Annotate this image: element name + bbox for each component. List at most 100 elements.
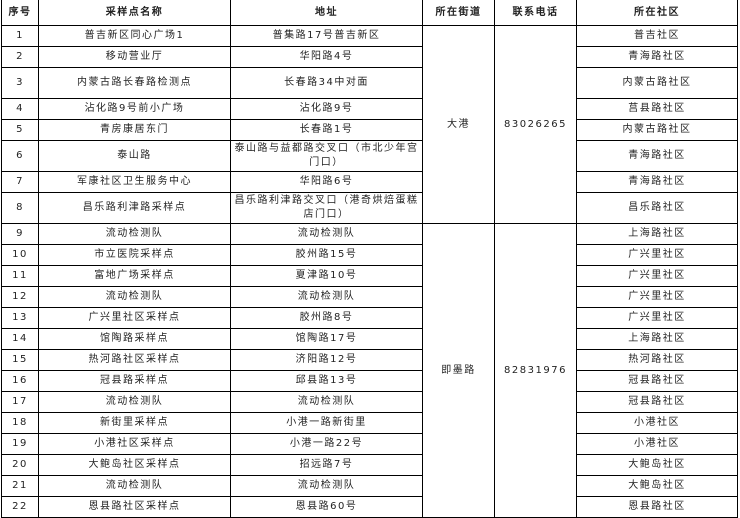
cell-no: 2 [1,46,39,68]
cell-site-name: 青房康居东门 [38,119,231,141]
cell-no: 18 [1,412,39,434]
cell-community: 上海路社区 [576,328,738,350]
table-row: 20 大鲍岛社区采样点 招远路7号 大鲍岛社区 [1,454,738,476]
cell-no: 7 [1,171,39,193]
header-community: 所在社区 [576,0,738,26]
cell-no: 11 [1,265,39,287]
cell-address: 夏津路10号 [230,265,423,287]
table-row: 22 恩县路社区采样点 恩县路60号 恩县路社区 [1,496,738,518]
cell-no: 15 [1,349,39,371]
cell-site-name: 恩县路社区采样点 [38,496,231,518]
cell-site-name: 广兴里社区采样点 [38,307,231,329]
cell-site-name: 馆陶路采样点 [38,328,231,350]
cell-address: 昌乐路利津路交叉口（港奇烘焙蛋糕店门口） [230,192,423,224]
table-row: 15 热河路社区采样点 济阳路12号 热河路社区 [1,349,738,371]
cell-no: 22 [1,496,39,518]
cell-address: 沾化路9号 [230,98,423,120]
cell-site-name: 小港社区采样点 [38,433,231,455]
cell-no: 14 [1,328,39,350]
cell-community: 莒县路社区 [576,98,738,120]
cell-no: 8 [1,192,39,224]
header-address: 地址 [230,0,423,26]
cell-address: 长春路34中对面 [230,67,423,99]
cell-street: 大港 [422,25,495,224]
cell-community: 小港社区 [576,412,738,434]
cell-no: 21 [1,475,39,497]
table-row: 8 昌乐路利津路采样点 昌乐路利津路交叉口（港奇烘焙蛋糕店门口） 昌乐路社区 [1,192,738,224]
table-row: 19 小港社区采样点 小港一路22号 小港社区 [1,433,738,455]
cell-no: 19 [1,433,39,455]
cell-address: 华阳路6号 [230,171,423,193]
cell-street: 即墨路 [422,223,495,518]
cell-community: 恩县路社区 [576,496,738,518]
cell-address: 长春路1号 [230,119,423,141]
cell-site-name: 泰山路 [38,140,231,172]
cell-address: 流动检测队 [230,475,423,497]
cell-no: 9 [1,223,39,245]
table-row: 21 流动检测队 流动检测队 大鲍岛社区 [1,475,738,497]
cell-community: 小港社区 [576,433,738,455]
cell-no: 1 [1,25,39,47]
cell-site-name: 市立医院采样点 [38,244,231,266]
cell-no: 12 [1,286,39,308]
cell-site-name: 新街里采样点 [38,412,231,434]
cell-address: 招远路7号 [230,454,423,476]
cell-phone: 82831976 [494,223,577,518]
table-row: 6 泰山路 泰山路与益都路交叉口（市北少年宫门口） 青海路社区 [1,140,738,172]
table-row: 9 流动检测队 流动检测队 即墨路 82831976 上海路社区 [1,223,738,518]
cell-no: 4 [1,98,39,120]
cell-site-name: 流动检测队 [38,223,231,245]
cell-community: 上海路社区 [576,223,738,245]
cell-address: 流动检测队 [230,391,423,413]
cell-community: 昌乐路社区 [576,192,738,224]
cell-site-name: 沾化路9号前小广场 [38,98,231,120]
cell-community: 广兴里社区 [576,244,738,266]
cell-site-name: 冠县路采样点 [38,370,231,392]
table-row: 4 沾化路9号前小广场 沾化路9号 莒县路社区 [1,98,738,120]
cell-community: 内蒙古路社区 [576,119,738,141]
cell-community: 广兴里社区 [576,265,738,287]
cell-community: 广兴里社区 [576,307,738,329]
cell-no: 16 [1,370,39,392]
header-site-name: 采样点名称 [38,0,231,26]
header-row: 序号 采样点名称 地址 所在街道 联系电话 所在社区 [1,0,738,26]
cell-community: 冠县路社区 [576,370,738,392]
table-row: 7 军康社区卫生服务中心 华阳路6号 青海路社区 [1,171,738,193]
cell-no: 20 [1,454,39,476]
cell-address: 小港一路22号 [230,433,423,455]
cell-site-name: 军康社区卫生服务中心 [38,171,231,193]
cell-community: 青海路社区 [576,46,738,68]
cell-address: 小港一路新街里 [230,412,423,434]
cell-no: 3 [1,67,39,99]
cell-community: 青海路社区 [576,171,738,193]
table-row: 17 流动检测队 流动检测队 冠县路社区 [1,391,738,413]
cell-community: 冠县路社区 [576,391,738,413]
cell-site-name: 流动检测队 [38,475,231,497]
table-row: 2 移动营业厅 华阳路4号 青海路社区 [1,46,738,68]
cell-site-name: 热河路社区采样点 [38,349,231,371]
cell-site-name: 昌乐路利津路采样点 [38,192,231,224]
cell-no: 6 [1,140,39,172]
cell-address: 邱县路13号 [230,370,423,392]
table-row: 14 馆陶路采样点 馆陶路17号 上海路社区 [1,328,738,350]
table-row: 13 广兴里社区采样点 胶州路8号 广兴里社区 [1,307,738,329]
cell-site-name: 富地广场采样点 [38,265,231,287]
table-row: 3 内蒙古路长春路检测点 长春路34中对面 内蒙古路社区 [1,67,738,99]
cell-address: 普集路17号普吉新区 [230,25,423,47]
cell-no: 10 [1,244,39,266]
cell-address: 流动检测队 [230,286,423,308]
cell-community: 广兴里社区 [576,286,738,308]
table-row: 18 新街里采样点 小港一路新街里 小港社区 [1,412,738,434]
header-phone: 联系电话 [494,0,577,26]
cell-address: 胶州路8号 [230,307,423,329]
cell-community: 大鲍岛社区 [576,475,738,497]
cell-address: 济阳路12号 [230,349,423,371]
cell-no: 17 [1,391,39,413]
cell-community: 大鲍岛社区 [576,454,738,476]
cell-no: 5 [1,119,39,141]
cell-site-name: 移动营业厅 [38,46,231,68]
cell-community: 普吉社区 [576,25,738,47]
cell-phone: 83026265 [494,25,577,224]
cell-site-name: 流动检测队 [38,391,231,413]
